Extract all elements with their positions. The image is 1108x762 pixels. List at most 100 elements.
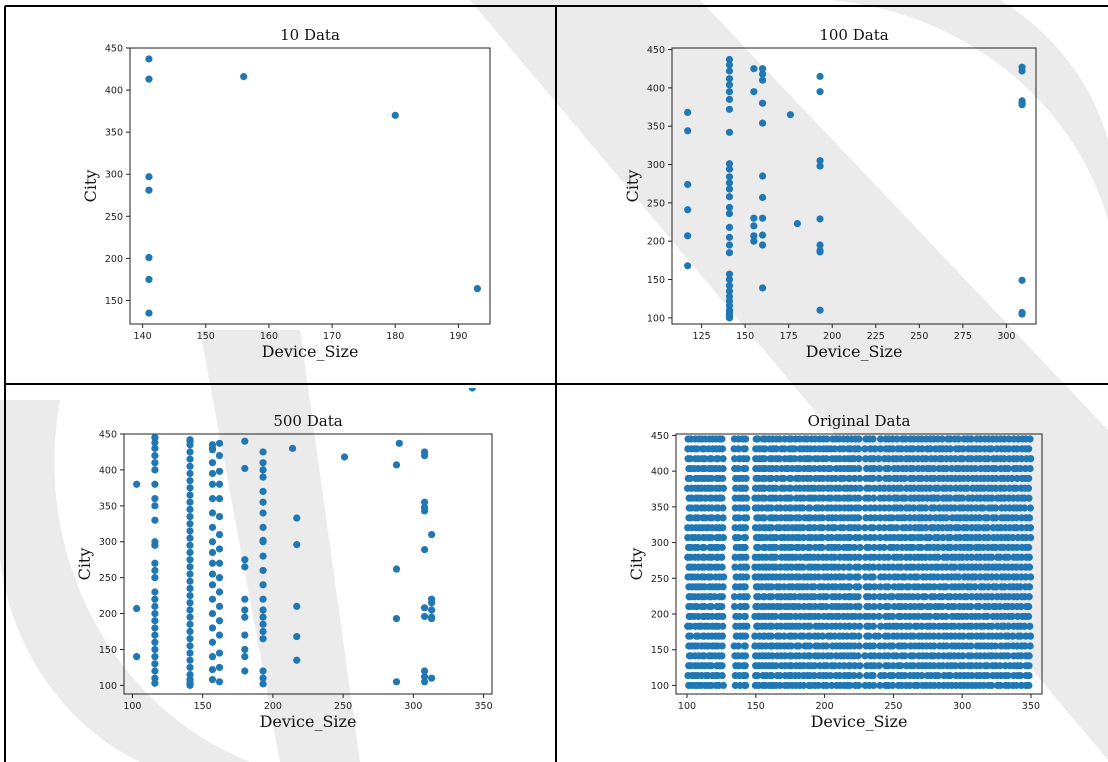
data-point [967, 652, 975, 660]
data-point [758, 214, 767, 222]
data-point [1008, 612, 1016, 621]
data-point [151, 609, 159, 618]
data-point [992, 642, 1000, 650]
x-tick-label: 140 [134, 331, 152, 342]
data-point [725, 75, 734, 83]
data-point [875, 563, 883, 571]
data-point [1008, 474, 1016, 483]
data-point [686, 474, 694, 483]
data-point [918, 445, 926, 453]
data-point [151, 541, 159, 549]
data-point [876, 681, 884, 690]
data-point [259, 674, 267, 682]
data-point [701, 455, 709, 463]
scatter-points [683, 435, 1035, 690]
data-point [259, 466, 267, 474]
data-point [725, 193, 734, 201]
data-point [215, 649, 224, 657]
x-tick-label: 100 [678, 701, 696, 712]
data-point [888, 681, 897, 690]
data-point [827, 652, 835, 660]
data-point [922, 524, 930, 532]
data-point [750, 222, 758, 230]
data-point [428, 530, 436, 539]
data-point [725, 275, 734, 284]
data-point [870, 553, 878, 561]
watermark-arc-bottom-left [0, 400, 250, 762]
data-point [133, 653, 141, 661]
data-point [799, 543, 807, 552]
data-point [208, 538, 217, 546]
data-point [750, 214, 758, 222]
data-point [1025, 445, 1033, 453]
data-point [897, 504, 905, 512]
data-point [914, 681, 922, 690]
data-point [818, 524, 827, 532]
y-tick-label: 100 [99, 681, 117, 692]
data-point [835, 593, 844, 601]
data-point [855, 563, 863, 571]
y-tick-label: 150 [99, 645, 117, 656]
data-point [754, 543, 762, 552]
data-point [208, 509, 217, 517]
data-point [876, 602, 884, 611]
data-point [901, 474, 909, 483]
data-point [856, 622, 864, 630]
data-point [787, 662, 795, 670]
data-point [885, 573, 893, 581]
data-point [976, 662, 984, 670]
data-point [810, 464, 818, 473]
data-point [791, 593, 799, 601]
data-point [938, 593, 947, 601]
data-point [1025, 563, 1034, 571]
y-tick-label: 150 [647, 275, 665, 286]
x-tick-label: 350 [475, 701, 493, 712]
data-point [814, 681, 823, 690]
data-point [215, 467, 224, 475]
y-tick-label: 450 [99, 430, 117, 441]
data-point [814, 563, 823, 571]
data-point [819, 474, 827, 483]
data-point [861, 504, 869, 512]
data-point [831, 445, 839, 453]
data-point [259, 620, 267, 628]
data-point [719, 533, 728, 542]
data-point [420, 546, 429, 554]
data-point [750, 88, 758, 96]
data-point [145, 55, 153, 63]
data-point [742, 632, 750, 640]
data-point [215, 602, 224, 610]
data-point [979, 632, 987, 640]
data-point [735, 514, 743, 522]
data-point [910, 504, 918, 512]
data-point [1025, 671, 1033, 680]
data-point [942, 583, 950, 591]
data-point [913, 573, 921, 581]
data-point [818, 533, 826, 542]
data-point [1018, 310, 1026, 318]
data-point [742, 553, 750, 561]
data-point [772, 553, 780, 561]
data-point [241, 563, 249, 571]
chart-svg: 500 Data 100 150 200 250 300 350 100 150 200 250 30… [75, 388, 493, 731]
data-point [870, 583, 879, 591]
data-point [942, 612, 950, 621]
data-point [901, 514, 909, 522]
data-point [1000, 484, 1009, 492]
data-point [259, 613, 267, 621]
data-point [799, 504, 807, 512]
data-point [151, 667, 159, 675]
data-point [719, 464, 727, 473]
data-point [259, 498, 267, 506]
data-point [151, 588, 159, 596]
x-tick-label: 200 [264, 701, 282, 712]
data-point [151, 638, 159, 646]
data-point [870, 593, 878, 601]
y-tick-label: 200 [651, 610, 669, 621]
data-point [869, 524, 877, 532]
data-point [854, 445, 862, 453]
data-point [1017, 652, 1025, 660]
data-point [684, 206, 692, 214]
data-point [823, 435, 831, 443]
x-tick-label: 200 [823, 331, 841, 342]
